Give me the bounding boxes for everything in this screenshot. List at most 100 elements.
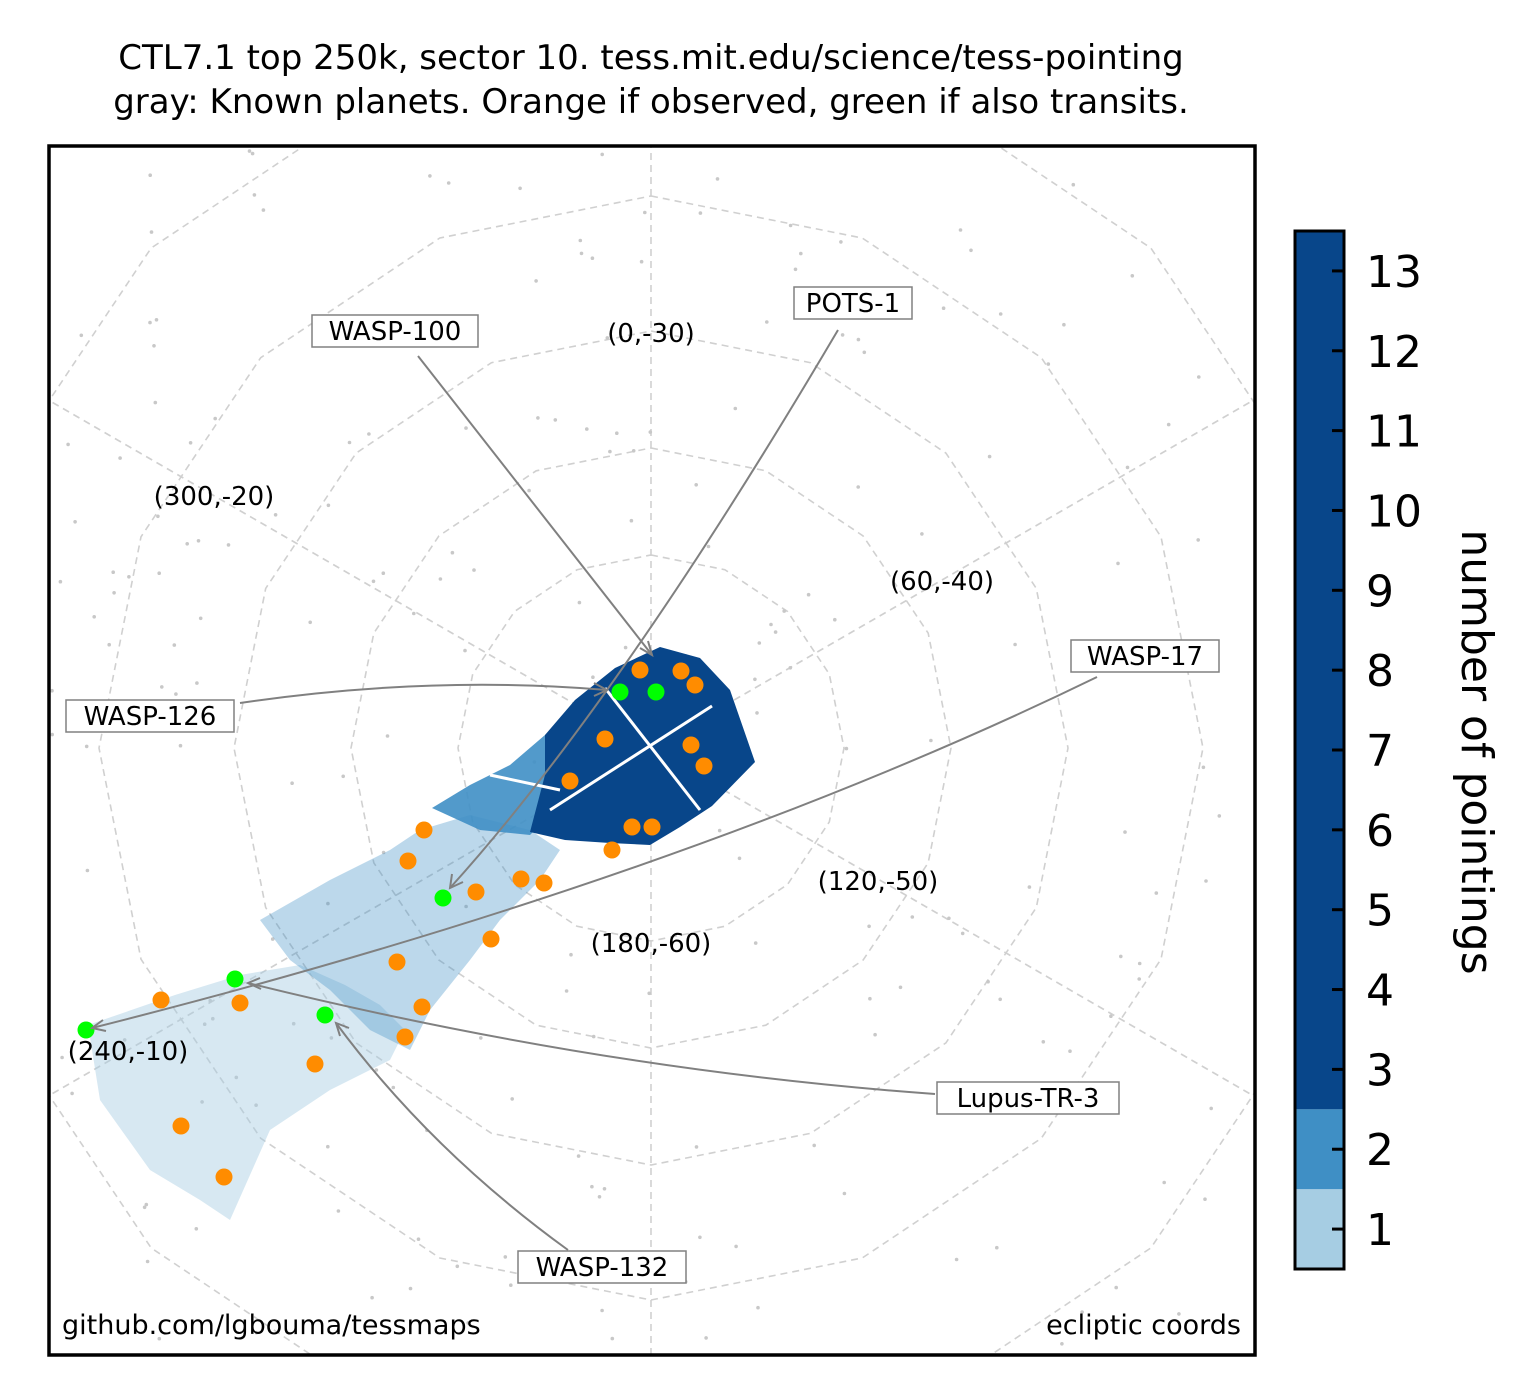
arrow-lupus-tr-3: [247, 982, 936, 1095]
known-planet-point: [178, 743, 183, 748]
known-planet-point: [715, 177, 720, 181]
arrow-head: [448, 873, 464, 890]
known-planet-point: [464, 426, 468, 430]
known-planet-point: [1046, 362, 1051, 366]
known-planet-point: [247, 149, 252, 153]
known-planet-point: [1154, 891, 1159, 895]
known-planet-point: [737, 856, 742, 861]
known-planet-point: [66, 442, 70, 447]
known-planet-point: [291, 1021, 296, 1026]
observed-planet-point: [561, 772, 579, 790]
known-planet-point: [347, 440, 352, 445]
known-planet-point: [647, 991, 651, 996]
known-planet-point: [195, 681, 199, 685]
annotation-box: [65, 699, 235, 733]
known-planet-point: [84, 744, 89, 749]
known-planet-point: [408, 1286, 413, 1291]
known-planet-point: [152, 344, 156, 348]
known-planet-point: [127, 575, 131, 579]
known-planet-point: [202, 1022, 207, 1026]
known-planet-point: [862, 350, 867, 355]
known-planet-point: [326, 901, 330, 906]
known-planet-point: [111, 570, 115, 574]
known-planet-point: [954, 1257, 959, 1262]
known-planet-point: [995, 1245, 999, 1250]
observed-planet-point: [306, 1055, 324, 1073]
grid-label: (180,-60): [591, 929, 712, 959]
arrow-pots-1: [449, 329, 839, 889]
known-planet-point: [1109, 1014, 1113, 1018]
known-planet-point: [839, 240, 843, 244]
ccd-gap-line: [489, 773, 561, 792]
known-planet-point: [1013, 642, 1017, 647]
annotation-arrows: [91, 329, 1098, 1251]
known-planet-point: [416, 1237, 421, 1241]
known-planet-point: [172, 643, 177, 647]
known-planet-point: [450, 550, 455, 555]
known-planet-point: [717, 828, 722, 833]
transiting-planet-point: [434, 889, 452, 907]
chart-subtitle: gray: Known planets. Orange if observed,…: [113, 82, 1189, 122]
known-planet-point: [50, 732, 54, 737]
known-planet-point: [597, 1195, 602, 1199]
graticule-meridian: [650, 398, 1255, 749]
observed-planet-point: [672, 662, 690, 680]
known-planet-point: [463, 648, 467, 653]
known-planet-point: [910, 915, 915, 919]
known-planet-point: [252, 193, 257, 197]
known-planet-point: [174, 692, 178, 696]
known-planet-point: [341, 774, 346, 779]
known-planet-point: [1209, 1106, 1213, 1111]
known-planet-point: [569, 952, 573, 957]
known-planet-point: [1114, 1285, 1118, 1290]
axes-frame: [47, 144, 1257, 1357]
known-planet-point: [753, 677, 757, 682]
known-planet-point: [73, 520, 77, 524]
known-planet-point: [757, 641, 762, 645]
colorbar-tick-label: 12: [1366, 327, 1422, 378]
known-planet-point: [479, 1036, 483, 1040]
known-planet-point: [898, 985, 903, 990]
known-planet-point: [564, 989, 569, 993]
known-planet-point: [446, 181, 451, 185]
observed-planets: [152, 661, 713, 1186]
known-planet-point: [326, 503, 331, 508]
known-planet-point: [1217, 814, 1222, 818]
arrow-head: [639, 640, 654, 658]
known-planet-point: [157, 571, 161, 575]
known-planet-point: [527, 488, 531, 493]
known-planet-point: [188, 441, 193, 445]
known-planet-point: [782, 609, 786, 613]
observed-planet-point: [172, 1117, 190, 1135]
camera-fields: [88, 647, 755, 1220]
known-planet-point: [698, 211, 703, 215]
grid-label: (120,-50): [818, 867, 939, 897]
observed-planet-point: [413, 998, 431, 1016]
known-planet-point: [590, 1184, 594, 1189]
observed-planet-point: [643, 818, 661, 836]
observed-planet-point: [482, 930, 500, 948]
known-planet-point: [428, 174, 432, 178]
grid-label: (300,-20): [154, 482, 275, 512]
known-planet-point: [160, 685, 164, 689]
known-planet-point: [793, 267, 798, 272]
known-planet-point: [694, 1145, 699, 1149]
known-planet-point: [367, 432, 371, 436]
known-planet-point: [194, 1227, 199, 1231]
graticule-meridian: [650, 747, 1255, 1098]
annotation-box: [793, 286, 913, 320]
footer-coordinate-system: ecliptic coords: [1046, 1310, 1241, 1341]
known-planet-point: [370, 1295, 374, 1300]
known-planet-point: [600, 152, 604, 157]
known-planet-point: [788, 223, 793, 228]
known-planet-point: [987, 454, 992, 459]
observed-planet-point: [603, 841, 621, 859]
known-planet-point: [536, 416, 540, 420]
known-planet-point: [577, 600, 582, 605]
known-planet-point: [755, 711, 759, 715]
